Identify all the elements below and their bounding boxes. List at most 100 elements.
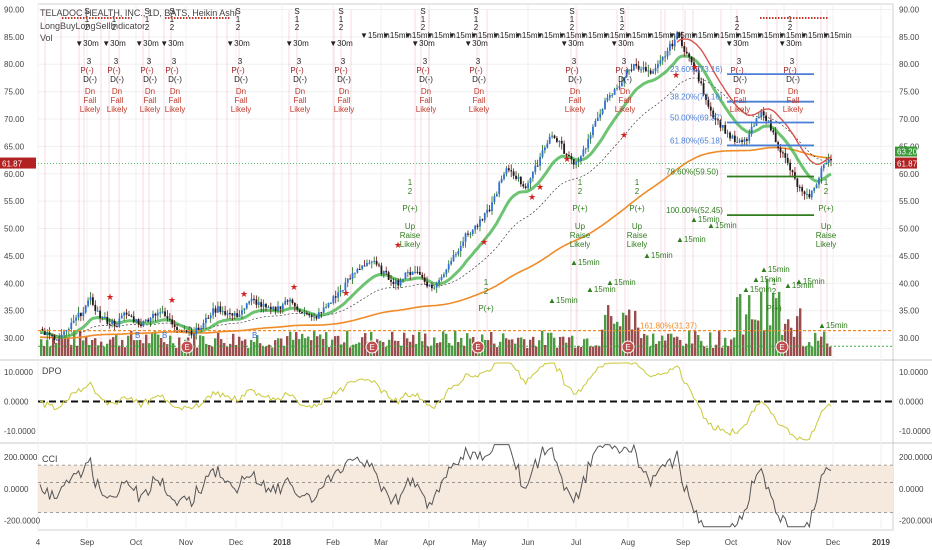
tf15-down-mark: ▼15min [734,31,764,40]
tf15-down-mark: ▼15min [448,31,478,40]
volume-bar [298,339,301,356]
volume-bar [52,337,55,356]
sig-30m: ▼30m [75,39,99,48]
candle-body [132,316,135,322]
candle-body [642,67,645,70]
sell-s-mark: S [235,7,240,16]
sig-one: 1 [295,15,300,24]
candle-body [418,271,421,275]
candle-body [267,306,270,308]
candle-body [774,132,777,143]
tf15-down-mark: ▼15min [558,31,588,40]
volume-bar [805,346,808,356]
candle-body [522,184,525,187]
sig-30m: ▼30m [464,39,488,48]
candle-body [743,139,746,142]
volume-bar [526,347,529,356]
volume-bar [679,339,682,356]
event-column [660,10,662,345]
x-tick-label: Dec [229,538,243,547]
candle-body [479,219,481,227]
volume-bar [421,341,424,356]
tf15-down-mark: ▼15min [646,31,676,40]
candle-body [534,165,537,172]
volume-bar [439,342,442,356]
candle-body [515,175,517,179]
tf15-down-mark: ▼15min [360,31,390,40]
candle-body [137,319,140,325]
volume-bar [73,331,76,356]
buy-likely: Likely [627,240,647,249]
x-tick-label: May [471,538,486,547]
candle-body [661,56,664,61]
candle-body [702,83,705,95]
event-column [576,10,578,345]
sig-p-minus: P(-) [290,66,304,75]
candle-body [529,178,532,184]
volume-bar [466,333,469,356]
red-star: ★ [691,62,699,72]
event-column [163,10,165,345]
volume-bar [112,337,115,356]
candle-body [827,159,830,163]
candle-body [577,160,580,162]
sig-dn: Dn [236,87,246,96]
sell-s-mark: S [473,7,478,16]
volume-bar [82,340,85,356]
cci-tick-label: 200.0000 [899,453,932,462]
candle-body [632,64,635,71]
dpo-tick-label-left: -10.0000 [4,427,36,436]
candle-body [274,306,277,311]
candle-body [757,116,760,119]
left-price-tag [0,157,36,169]
candle-body [257,302,260,305]
candle-body [455,254,457,256]
volume-bar [712,347,715,356]
cci-band [38,465,893,513]
volume-bar [817,340,820,356]
candle-body [58,338,61,340]
earnings-circle [365,340,379,354]
candle-body [260,302,263,307]
volume-bar [568,337,571,356]
sig-fall: Fall [235,96,248,105]
earnings-letter: E [184,343,189,352]
volume-bar [523,339,526,356]
candle-body [361,265,364,270]
candle-body [620,82,623,87]
volume-bar [691,343,694,356]
sig-dn: Dn [620,87,630,96]
sig-p-minus: P(-) [615,66,629,75]
candle-body [681,36,683,47]
candle-body [654,67,657,72]
candle-body [536,165,539,167]
volume-bar [268,344,271,356]
sig-two: 2 [620,23,625,32]
event-column [296,10,298,345]
x-tick-label: Jun [522,538,535,547]
event-column [624,10,626,345]
volume-bar [610,316,613,356]
sig-d-minus: D(-) [337,75,351,84]
candle-body [269,306,272,310]
buy-up: Up [575,222,586,231]
volume-bar [346,330,349,356]
y-tick-label: 40.00 [899,279,920,288]
sig-fall: Fall [84,96,97,105]
candle-body [125,312,128,315]
volume-bar [124,347,127,356]
volume-bar [139,339,142,356]
candle-body [308,314,311,316]
event-column [216,10,218,345]
candle-body [748,133,751,141]
volume-bar [469,338,472,356]
volume-bar [799,308,802,356]
volume-bar [256,335,259,356]
event-column [684,10,686,345]
candle-body [584,148,587,150]
candle-body [553,135,556,139]
volume-bar [304,338,307,356]
candle-body [94,304,97,311]
sig-two: 2 [474,23,479,32]
volume-bar [553,337,556,356]
